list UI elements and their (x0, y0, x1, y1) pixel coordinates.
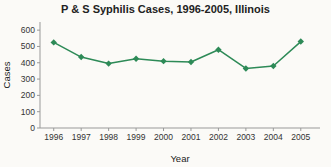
y-tick (37, 128, 40, 129)
x-tick (81, 128, 82, 131)
marker (215, 47, 221, 53)
x-tick (136, 128, 137, 131)
y-tick (37, 111, 40, 112)
marker (188, 59, 194, 65)
y-tick-label: 100 (21, 107, 35, 117)
line (54, 42, 301, 69)
y-tick (37, 95, 40, 96)
plot-area (51, 38, 304, 71)
x-tick-label: 2002 (209, 132, 228, 142)
x-tick (53, 128, 54, 131)
marker (160, 58, 166, 64)
marker (133, 55, 139, 61)
y-tick-label: 300 (21, 74, 35, 84)
marker (51, 39, 57, 45)
y-tick-label: 400 (21, 58, 35, 68)
marker (270, 63, 276, 69)
marker (243, 65, 249, 71)
x-tick-label: 2001 (182, 132, 201, 142)
x-tick-label: 2000 (154, 132, 173, 142)
y-tick-label: 600 (21, 25, 35, 35)
x-tick-label: 1998 (99, 132, 118, 142)
y-tick-label: 0 (30, 123, 35, 133)
y-tick (37, 46, 40, 47)
x-tick (245, 128, 246, 131)
marker (298, 38, 304, 44)
x-tick-label: 2005 (291, 132, 310, 142)
x-tick-label: 1997 (72, 132, 91, 142)
x-tick (300, 128, 301, 131)
y-tick-label: 500 (21, 41, 35, 51)
x-axis-label: Year (170, 153, 189, 164)
y-tick (37, 30, 40, 31)
x-tick (218, 128, 219, 131)
title: P & S Syphilis Cases, 1996-2005, Illinoi… (61, 3, 270, 15)
x-tick-label: 1996 (44, 132, 63, 142)
chart: 0 100 200 300 400 500 600 1996 1997 1998 1999 2000 2… (0, 0, 331, 167)
marker (78, 54, 84, 60)
y-tick (37, 62, 40, 63)
chart-container: 0 100 200 300 400 500 600 1996 1997 1998 1999 2000 2… (0, 0, 331, 167)
x-tick (273, 128, 274, 131)
x-tick (108, 128, 109, 131)
background (0, 0, 331, 167)
x-tick-label: 1999 (127, 132, 146, 142)
x-tick (163, 128, 164, 131)
y-tick (37, 79, 40, 80)
x-tick (190, 128, 191, 131)
x-axis-line (40, 128, 320, 129)
y-tick-label: 200 (21, 90, 35, 100)
y-axis-label: Cases (1, 61, 12, 88)
x-tick-label: 2003 (236, 132, 255, 142)
marker (105, 60, 111, 66)
x-tick-label: 2004 (264, 132, 283, 142)
